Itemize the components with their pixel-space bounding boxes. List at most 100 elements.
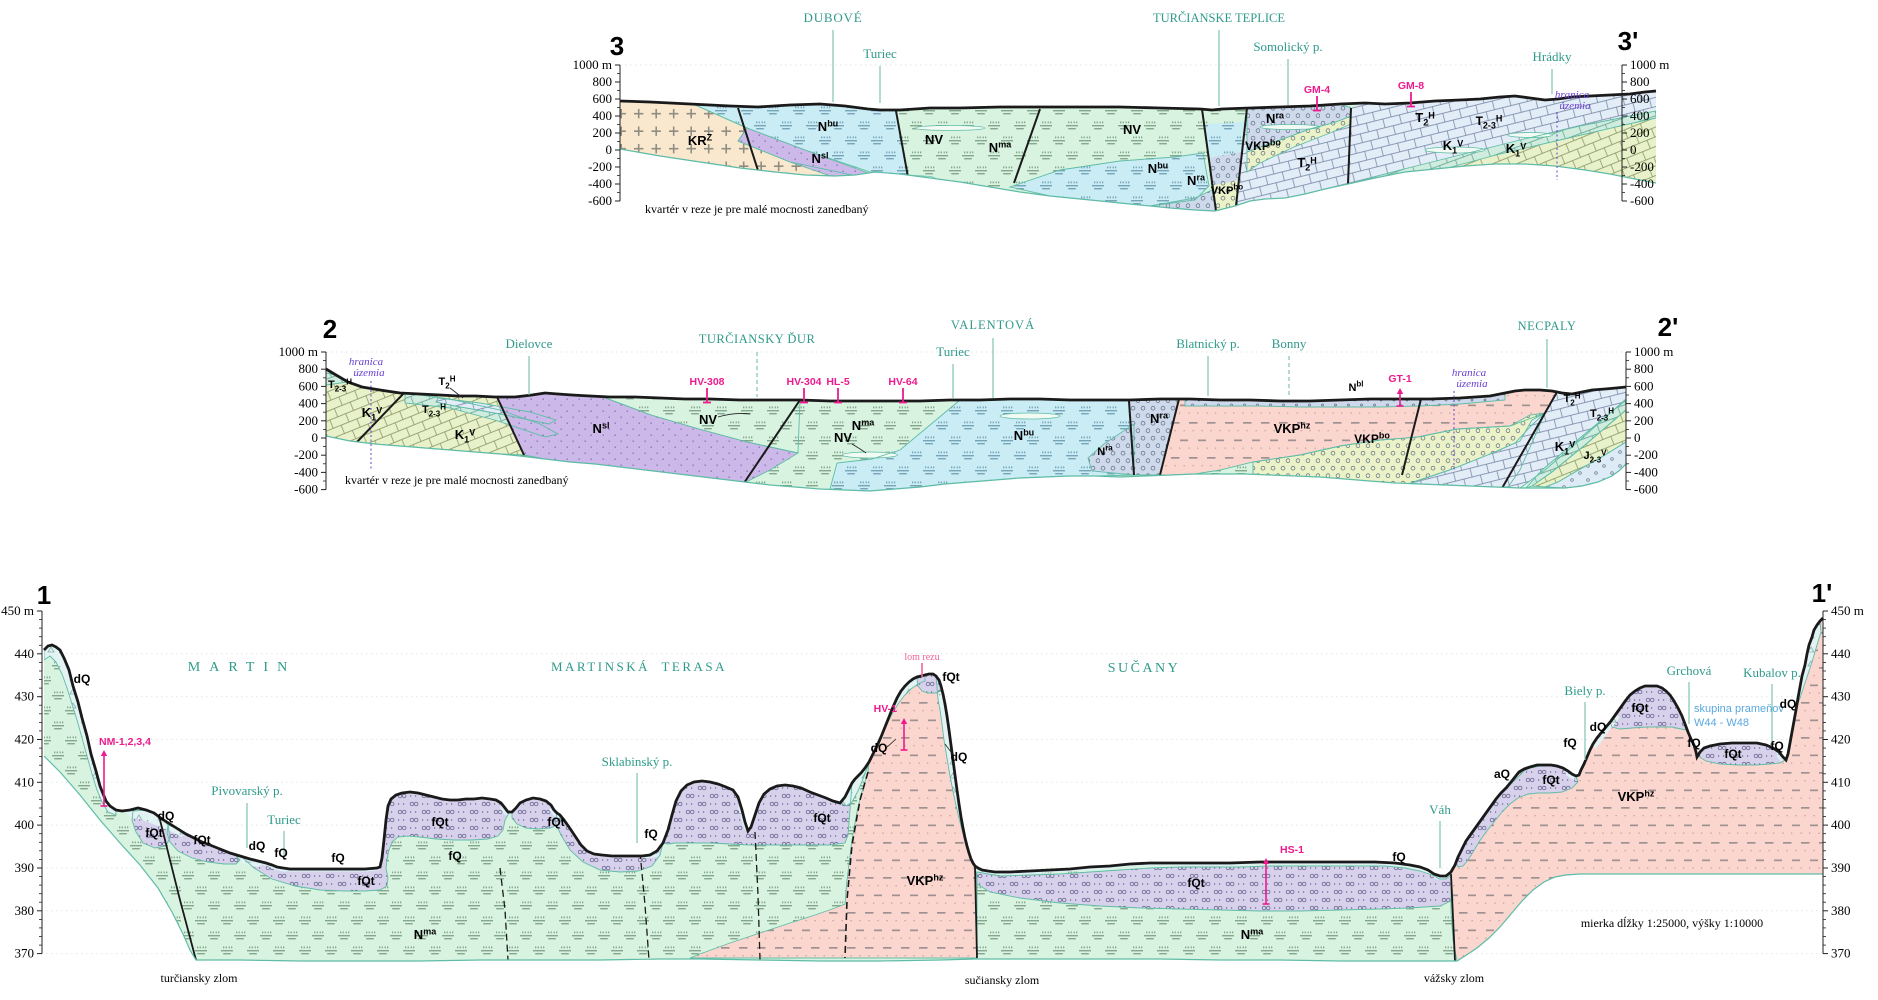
svg-text:NV: NV (699, 412, 717, 427)
svg-text:Turiec: Turiec (936, 344, 970, 359)
svg-text:400: 400 (593, 108, 613, 123)
svg-text:450 m: 450 m (1831, 603, 1864, 618)
svg-text:dQ: dQ (1590, 720, 1607, 734)
svg-text:430: 430 (1831, 689, 1851, 704)
svg-text:1000 m: 1000 m (279, 344, 318, 359)
svg-text:Kubalov p.: Kubalov p. (1743, 665, 1801, 680)
svg-text:lom rezu: lom rezu (904, 652, 939, 663)
svg-text:370: 370 (15, 946, 35, 961)
svg-text:380: 380 (15, 903, 35, 918)
svg-text:440: 440 (15, 646, 35, 661)
svg-text:-200: -200 (294, 447, 318, 462)
svg-text:T2-3H: T2-3H (422, 403, 446, 419)
svg-text:dQ: dQ (871, 741, 888, 755)
svg-text:T2-3H: T2-3H (328, 378, 352, 394)
svg-text:Hrádky: Hrádky (1533, 49, 1572, 64)
svg-text:fQt: fQt (547, 815, 564, 829)
svg-text:turčiansky zlom: turčiansky zlom (161, 971, 239, 985)
svg-text:380: 380 (1831, 903, 1851, 918)
svg-text:0: 0 (1634, 430, 1641, 445)
svg-text:-600: -600 (294, 482, 318, 497)
svg-text:400: 400 (1634, 396, 1654, 411)
svg-text:-200: -200 (588, 159, 612, 174)
svg-text:Biely p.: Biely p. (1564, 683, 1605, 698)
svg-text:1': 1' (1812, 578, 1833, 608)
svg-text:vážsky zlom: vážsky zlom (1424, 971, 1485, 985)
svg-text:GT-1: GT-1 (1388, 373, 1411, 385)
svg-text:-600: -600 (588, 193, 612, 208)
svg-text:Sklabinský p.: Sklabinský p. (602, 754, 673, 769)
svg-text:VALENTOVÁ: VALENTOVÁ (951, 318, 1035, 332)
svg-text:-600: -600 (1634, 482, 1658, 497)
svg-text:NV: NV (925, 132, 943, 147)
svg-text:fQ: fQ (644, 827, 657, 841)
svg-text:Blatnický p.: Blatnický p. (1176, 336, 1240, 351)
svg-text:Váh: Váh (1429, 802, 1451, 817)
svg-text:SUČANY: SUČANY (1108, 659, 1181, 676)
svg-text:dQ: dQ (951, 750, 968, 764)
svg-text:3: 3 (610, 31, 624, 61)
svg-text:600: 600 (299, 378, 319, 393)
svg-text:400: 400 (299, 396, 319, 411)
svg-text:-600: -600 (1630, 193, 1654, 208)
svg-text:mierka dĺžky 1:25000, výšky 1:: mierka dĺžky 1:25000, výšky 1:10000 (1581, 916, 1763, 930)
svg-text:1: 1 (37, 580, 51, 610)
svg-text:fQ: fQ (1392, 850, 1405, 864)
svg-text:fQt: fQt (357, 874, 374, 888)
svg-text:GM-8: GM-8 (1398, 80, 1424, 92)
svg-text:-400: -400 (1634, 464, 1658, 479)
svg-text:420: 420 (1831, 732, 1851, 747)
svg-text:200: 200 (593, 125, 613, 140)
svg-text:390: 390 (1831, 860, 1851, 875)
svg-text:800: 800 (1630, 74, 1650, 89)
svg-text:-400: -400 (294, 464, 318, 479)
svg-text:územia: územia (1559, 100, 1591, 112)
svg-text:600: 600 (1634, 378, 1654, 393)
svg-text:fQt: fQt (1187, 876, 1204, 890)
svg-text:410: 410 (15, 774, 35, 789)
svg-text:Grchová: Grchová (1667, 663, 1712, 678)
svg-text:fQt: fQt (1631, 701, 1648, 715)
svg-text:430: 430 (15, 689, 35, 704)
svg-text:1000 m: 1000 m (573, 57, 612, 72)
svg-text:HL-5: HL-5 (826, 376, 849, 388)
svg-text:0: 0 (606, 142, 613, 157)
svg-text:1000 m: 1000 m (1634, 344, 1673, 359)
svg-text:2: 2 (323, 314, 337, 344)
svg-text:400: 400 (1630, 108, 1650, 123)
svg-text:-400: -400 (588, 176, 612, 191)
svg-text:HV-64: HV-64 (888, 376, 917, 388)
svg-text:800: 800 (299, 361, 319, 376)
svg-text:NV: NV (1123, 122, 1141, 137)
svg-text:390: 390 (15, 860, 35, 875)
svg-text:DUBOVÉ: DUBOVÉ (804, 10, 863, 25)
svg-text:HS-1: HS-1 (1280, 844, 1304, 856)
svg-text:fQt: fQt (1542, 773, 1559, 787)
svg-text:T2-3H: T2-3H (1476, 114, 1503, 131)
svg-text:NECPALY: NECPALY (1518, 319, 1577, 333)
svg-text:fQt: fQt (813, 811, 830, 825)
svg-text:MARTIN: MARTIN (188, 660, 296, 675)
svg-text:hranica: hranica (1555, 89, 1590, 101)
svg-text:W44 - W48: W44 - W48 (1694, 717, 1749, 729)
svg-text:-400: -400 (1630, 176, 1654, 191)
svg-text:400: 400 (1831, 817, 1851, 832)
svg-text:800: 800 (593, 74, 613, 89)
svg-text:fQ: fQ (1770, 739, 1783, 753)
svg-text:Pivovarský p.: Pivovarský p. (211, 783, 283, 798)
svg-text:Somolický p.: Somolický p. (1253, 39, 1322, 54)
svg-text:450 m: 450 m (1, 603, 34, 618)
svg-text:TURČIANSKE TEPLICE: TURČIANSKE TEPLICE (1153, 11, 1285, 25)
svg-text:kvartér v reze je pre malé moc: kvartér v reze je pre malé mocnosti zane… (345, 473, 569, 487)
svg-text:fQ: fQ (1687, 736, 1700, 750)
svg-text:Bonny: Bonny (1272, 336, 1307, 351)
svg-text:HV-304: HV-304 (786, 376, 821, 388)
svg-text:územia: územia (353, 367, 385, 379)
svg-text:-200: -200 (1634, 447, 1658, 462)
svg-text:dQ: dQ (249, 839, 266, 853)
svg-text:TURČIANSKY ĎUR: TURČIANSKY ĎUR (699, 332, 816, 346)
svg-text:400: 400 (15, 817, 35, 832)
svg-text:sučiansky zlom: sučiansky zlom (965, 973, 1040, 987)
svg-text:fQ: fQ (331, 851, 344, 865)
svg-text:600: 600 (1630, 91, 1650, 106)
